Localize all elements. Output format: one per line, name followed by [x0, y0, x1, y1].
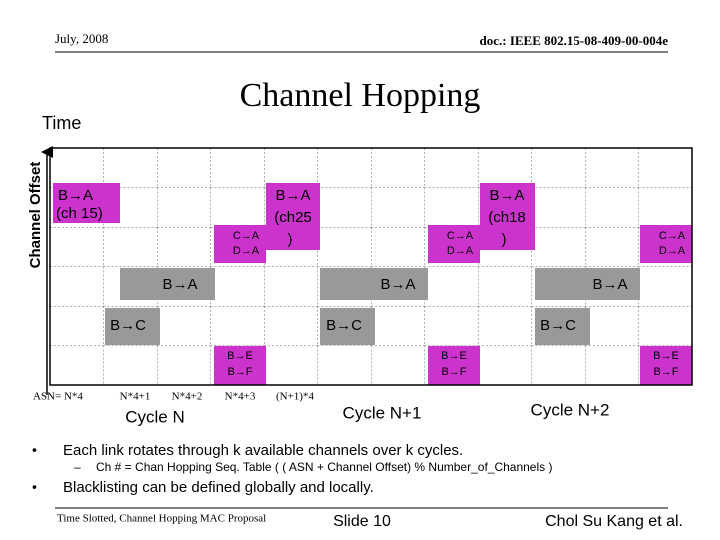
cell-label: B→C [326, 317, 362, 334]
cycle-label: Cycle N [125, 407, 185, 426]
cell [266, 183, 320, 250]
cell-label: B→F [227, 366, 252, 378]
cell [640, 346, 692, 385]
bullet-mark: – [74, 460, 81, 474]
sub-bullet: Ch # = Chan Hopping Seq. Table ( ( ASN +… [96, 460, 552, 474]
cycle-label: Cycle N+2 [531, 400, 610, 419]
cell-label: B→C [110, 317, 146, 334]
cell-label: B→A [592, 276, 627, 293]
bullet-mark: • [32, 442, 37, 458]
cell-label: B→E [653, 350, 679, 362]
cell-label: B→E [441, 350, 467, 362]
cell-label: ) [502, 231, 507, 248]
bullet-mark: • [32, 479, 37, 495]
cell-label: C→A [447, 230, 474, 242]
time-label: Time [42, 113, 81, 133]
cell-labels: B→A (ch 15) B→A (ch25 ) B→A (ch18 ) C→A … [56, 187, 686, 378]
cell [535, 268, 640, 300]
cell [320, 308, 375, 345]
cell-label: C→A [659, 230, 686, 242]
cell-label: (ch25 [274, 209, 312, 226]
cell [105, 308, 160, 345]
cell-label: B→F [441, 366, 466, 378]
asn-label: N*4+1 [120, 391, 151, 403]
cell [428, 346, 480, 385]
cell-label: ) [288, 231, 293, 248]
cell [640, 225, 692, 263]
cell [53, 183, 120, 223]
cell-label: B→A [58, 187, 93, 204]
asn-label: (N+1)*4 [276, 391, 314, 403]
cell-label: B→F [653, 366, 678, 378]
cell-label: D→A [233, 245, 260, 257]
cell [214, 346, 266, 385]
cell-label: B→A [380, 276, 415, 293]
doc-id: doc.: IEEE 802.15-08-409-00-004e [480, 33, 669, 48]
asn-label: N*4+3 [225, 391, 256, 403]
cell [480, 183, 535, 250]
footer-left: Time Slotted, Channel Hopping MAC Propos… [57, 513, 266, 525]
cell [535, 308, 590, 345]
bullet: Each link rotates through k available ch… [63, 442, 463, 459]
cell [428, 225, 480, 263]
cell [320, 268, 428, 300]
date: July, 2008 [55, 31, 108, 46]
cell-label: B→C [540, 317, 576, 334]
title: Channel Hopping [240, 77, 481, 114]
grid [50, 148, 692, 385]
cell-label: (ch 15) [56, 205, 103, 222]
cell-label: B→E [227, 350, 253, 362]
grid-border [49, 147, 693, 386]
offset-label: Channel Offset [27, 162, 44, 269]
slide-number: Slide 10 [333, 513, 391, 530]
asn-label: ASN= N*4 [33, 391, 83, 403]
cell-label: C→A [233, 230, 260, 242]
cell-label: D→A [659, 245, 686, 257]
cell-label: B→A [275, 187, 310, 204]
cycle-label: Cycle N+1 [343, 403, 422, 422]
cell-label: (ch18 [488, 209, 526, 226]
cell-label: B→A [162, 276, 197, 293]
cell-label: D→A [447, 245, 474, 257]
cell-label: B→A [489, 187, 524, 204]
cell [120, 268, 215, 300]
cell [214, 225, 266, 263]
asn-label: N*4+2 [172, 391, 203, 403]
bullet: Blacklisting can be defined globally and… [63, 479, 374, 496]
author: Chol Su Kang et al. [545, 513, 683, 530]
